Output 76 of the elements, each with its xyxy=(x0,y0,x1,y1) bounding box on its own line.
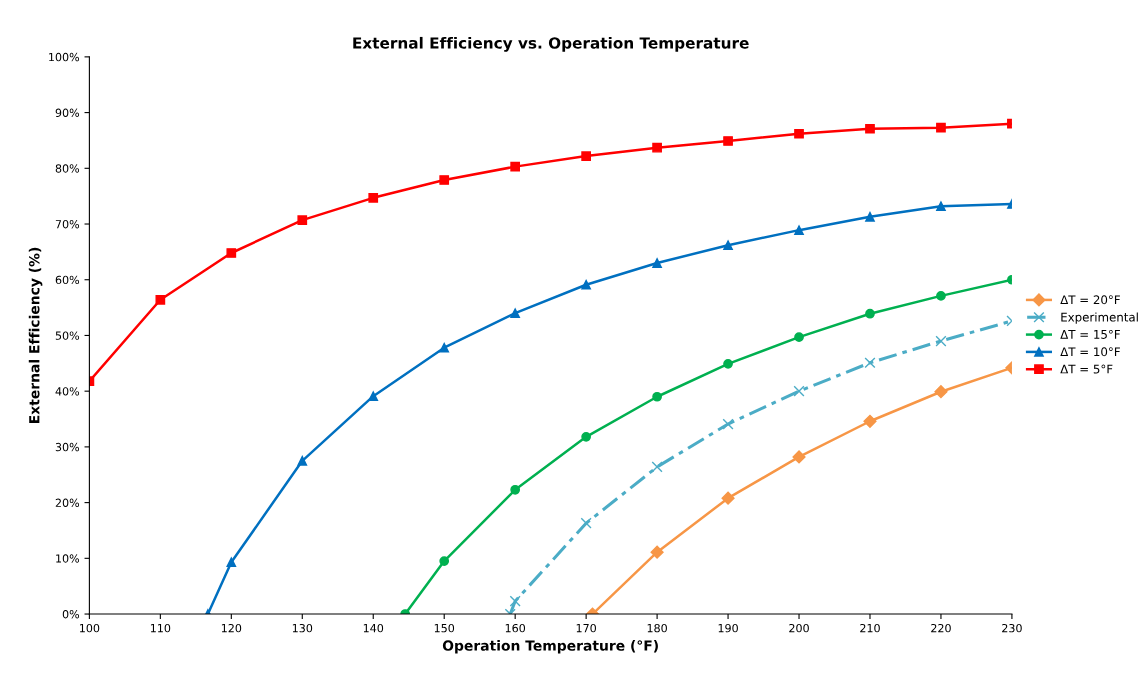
point xyxy=(510,484,521,495)
x-tick-label: 140 xyxy=(363,623,384,633)
point xyxy=(509,595,521,607)
x-tick-label: 170 xyxy=(576,623,596,633)
chart-title: External Efficiency vs. Operation Temperature xyxy=(353,36,749,52)
point xyxy=(368,391,379,402)
legend-label: ΔT = 15°F xyxy=(1060,329,1120,339)
point xyxy=(864,357,876,369)
point xyxy=(297,455,308,466)
point xyxy=(226,557,237,568)
point xyxy=(510,161,521,172)
y-tick-label: 100% xyxy=(49,52,80,62)
y-tick-label: 10% xyxy=(56,554,80,563)
point xyxy=(439,175,450,185)
point xyxy=(368,192,379,203)
point xyxy=(651,461,663,473)
point xyxy=(439,342,450,353)
x-tick-label: 230 xyxy=(1002,623,1022,633)
point xyxy=(581,279,591,290)
point xyxy=(155,294,166,305)
legend-label: Experimental xyxy=(1061,312,1138,324)
legend-label: ΔT = 5°F xyxy=(1060,364,1113,374)
point xyxy=(793,385,805,397)
point xyxy=(439,556,450,566)
x-tick-label: 210 xyxy=(860,623,880,633)
point xyxy=(794,225,804,236)
x-tick-label: 220 xyxy=(931,623,951,633)
point xyxy=(936,122,946,133)
point xyxy=(936,201,946,212)
y-tick-label: 70% xyxy=(55,219,80,229)
point xyxy=(652,142,662,153)
point xyxy=(297,215,308,225)
y-tick-label: 20% xyxy=(55,498,80,507)
point xyxy=(865,123,875,134)
point xyxy=(936,291,946,301)
x-tick-label: 120 xyxy=(221,623,242,633)
y-tick-label: 0% xyxy=(62,610,80,619)
legend-label: ΔT = 10°F xyxy=(1060,347,1120,357)
point xyxy=(794,128,804,139)
point xyxy=(510,308,521,319)
point xyxy=(581,431,591,442)
x-tick-label: 130 xyxy=(292,623,313,633)
y-tick-label: 80% xyxy=(55,164,80,173)
y-axis-title: External Efficiency (%) xyxy=(28,247,43,423)
point xyxy=(865,308,875,319)
y-tick-label: 60% xyxy=(55,275,80,285)
point xyxy=(226,248,237,258)
x-tick-label: 150 xyxy=(434,623,455,633)
legend-label: ΔT = 20°F xyxy=(1060,295,1120,305)
x-tick-label: 180 xyxy=(647,623,667,633)
point xyxy=(721,491,735,505)
point xyxy=(723,136,733,146)
point xyxy=(580,517,592,529)
x-tick-label: 200 xyxy=(789,623,809,633)
point xyxy=(581,151,591,161)
y-tick-label: 50% xyxy=(55,331,80,340)
point xyxy=(935,335,947,347)
point xyxy=(652,258,662,268)
y-tick-label: 30% xyxy=(55,442,80,452)
point xyxy=(650,545,664,559)
y-tick-label: 90% xyxy=(55,108,80,117)
point xyxy=(794,332,804,342)
point xyxy=(723,240,733,251)
x-axis-title: Operation Temperature (°F) xyxy=(442,640,658,654)
point xyxy=(723,359,733,369)
y-tick-label: 40% xyxy=(55,387,80,396)
point xyxy=(792,450,806,464)
x-tick-label: 160 xyxy=(505,623,526,633)
x-tick-label: 100 xyxy=(80,623,100,633)
point xyxy=(865,211,875,222)
x-tick-label: 190 xyxy=(718,623,738,633)
point xyxy=(722,418,734,430)
point xyxy=(934,385,948,399)
x-tick-label: 110 xyxy=(150,623,171,633)
point xyxy=(652,391,662,402)
point xyxy=(863,414,877,428)
